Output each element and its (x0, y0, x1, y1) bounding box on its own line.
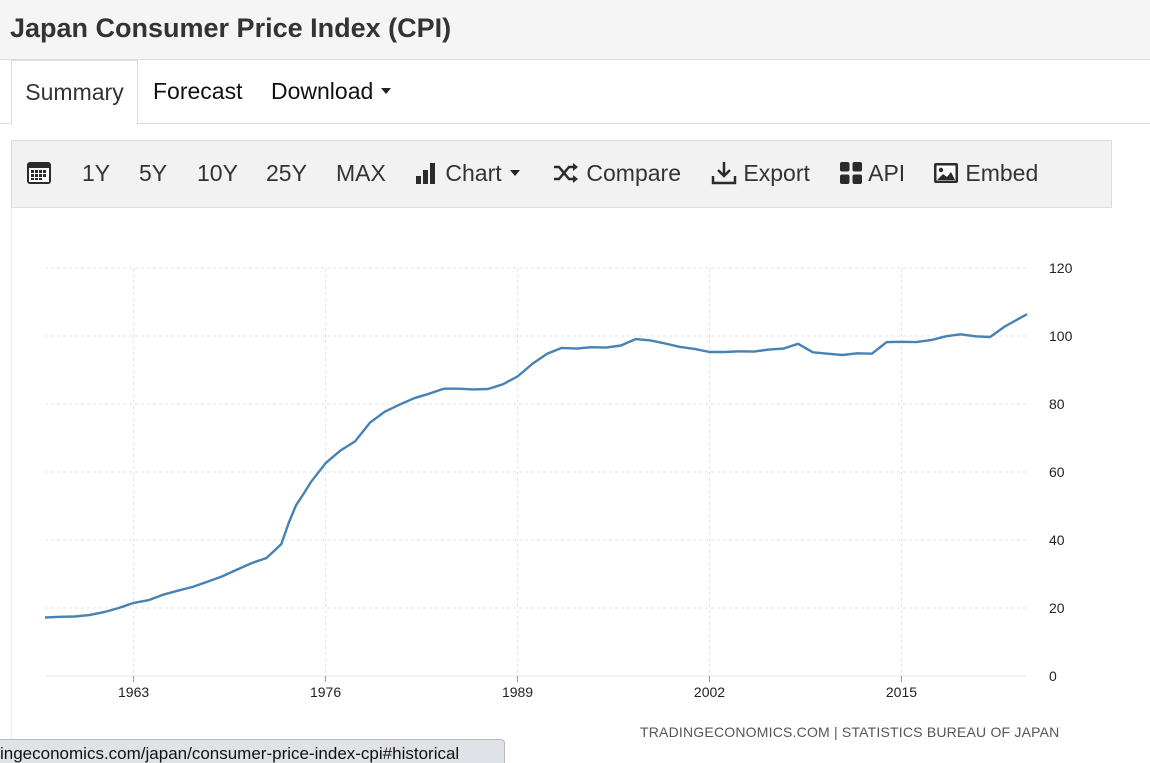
y-tick-label: 60 (1049, 464, 1065, 480)
chart-area: 0 20 40 60 80 100 120 1963 1976 1989 2002 2015 (11, 208, 1112, 748)
y-tick-label: 0 (1049, 668, 1057, 684)
source-credit: TRADINGECONOMICS.COM | STATISTICS BUREAU… (640, 724, 1060, 740)
status-url: ingeconomics.com/japan/consumer-price-in… (0, 744, 460, 763)
range-max-button[interactable]: MAX (336, 160, 386, 186)
chevron-down-icon (381, 87, 392, 94)
tab-download-label: Download (271, 78, 374, 104)
chart-type-button[interactable]: Chart (415, 141, 520, 207)
chart-toolbar: 1Y 5Y 10Y 25Y MAX Chart Compare Export (11, 140, 1112, 208)
grid-icon (840, 161, 862, 184)
cpi-series-line (44, 313, 1028, 619)
embed-label: Embed (965, 160, 1039, 186)
embed-button[interactable]: Embed (933, 141, 1038, 207)
chevron-down-icon (509, 169, 520, 176)
image-icon (934, 162, 958, 183)
api-button[interactable]: API (839, 141, 905, 207)
browser-status-bar: ingeconomics.com/japan/consumer-price-in… (0, 739, 505, 763)
cpi-line-chart: 0 20 40 60 80 100 120 1963 1976 1989 2002 2015 (44, 260, 1073, 700)
tab-summary[interactable]: Summary (11, 60, 138, 125)
y-tick-label: 120 (1049, 260, 1073, 276)
compare-label: Compare (586, 160, 681, 186)
x-tick-label: 1989 (502, 684, 533, 700)
shuffle-icon (554, 162, 578, 183)
y-tick-label: 40 (1049, 532, 1065, 548)
tab-download[interactable]: Download (271, 60, 392, 124)
x-tick-label: 1963 (118, 684, 149, 700)
export-button[interactable]: Export (711, 141, 810, 207)
chart-type-label: Chart (445, 160, 502, 186)
title-bar: Japan Consumer Price Index (CPI) (0, 0, 1150, 60)
y-tick-label: 100 (1049, 328, 1073, 344)
calendar-button[interactable] (26, 141, 52, 207)
tab-forecast-label: Forecast (153, 78, 243, 104)
tab-forecast[interactable]: Forecast (153, 60, 242, 124)
range-1y-button[interactable]: 1Y (82, 160, 111, 186)
tab-bar: Summary Forecast Download (0, 60, 1150, 125)
x-tick-label: 2002 (694, 684, 725, 700)
range-25y-button[interactable]: 25Y (266, 160, 307, 186)
compare-button[interactable]: Compare (552, 141, 681, 207)
tab-summary-label: Summary (25, 79, 124, 105)
x-tick-label: 1976 (310, 684, 341, 700)
y-tick-label: 20 (1049, 600, 1065, 616)
calendar-icon (27, 161, 51, 184)
page-title: Japan Consumer Price Index (CPI) (10, 13, 452, 43)
bar-chart-icon (416, 162, 435, 184)
api-label: API (868, 160, 906, 186)
range-10y-button[interactable]: 10Y (197, 160, 238, 186)
x-tick-label: 2015 (886, 684, 917, 700)
y-tick-label: 80 (1049, 396, 1065, 412)
range-5y-button[interactable]: 5Y (139, 160, 168, 186)
export-label: Export (743, 160, 810, 186)
download-icon (711, 161, 737, 185)
